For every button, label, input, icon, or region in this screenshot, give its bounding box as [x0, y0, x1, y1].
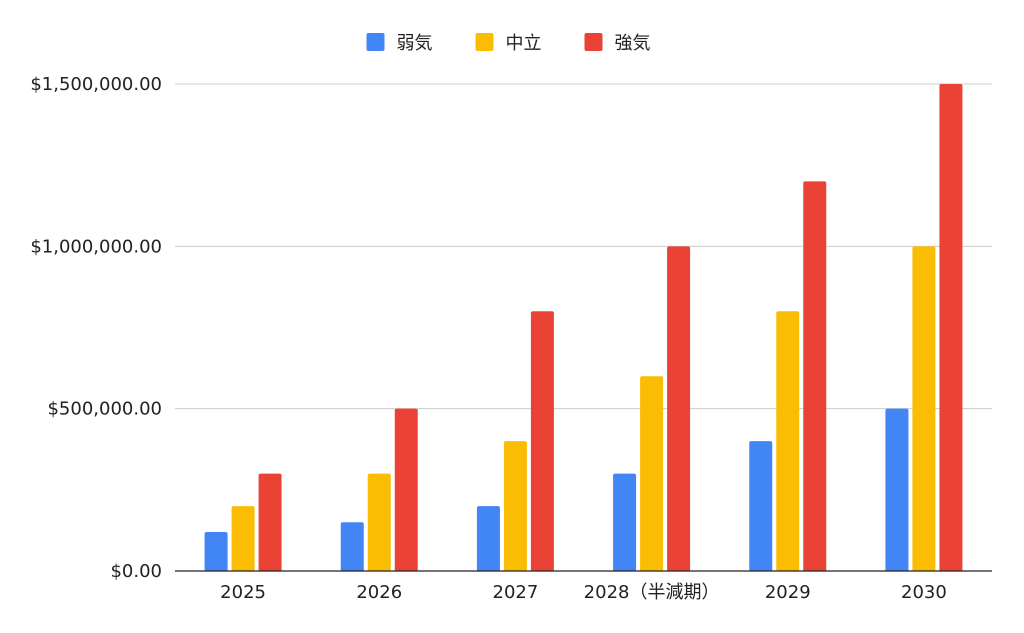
bar-neutral-3 — [640, 376, 664, 571]
bar-bull-2 — [530, 311, 554, 571]
x-tick-label: 2026 — [356, 582, 402, 603]
x-tick-label: 2029 — [765, 582, 811, 603]
y-tick-label: $0.00 — [110, 561, 162, 582]
axes: $0.00 $500,000.00 $1,000,000.00 $1,500,000.… — [30, 74, 992, 603]
legend-label: 強気 — [615, 33, 651, 54]
y-tick-label: $1,000,000.00 — [30, 236, 162, 257]
x-tick-label: 2027 — [493, 582, 539, 603]
y-tick-label: $500,000.00 — [47, 399, 162, 420]
bar-neutral-0 — [231, 506, 255, 571]
bar-bull-4 — [803, 181, 827, 571]
bar-bull-1 — [394, 408, 418, 571]
legend-swatch — [584, 33, 603, 51]
bar-neutral-1 — [367, 473, 391, 571]
bar-bear-5 — [885, 408, 909, 571]
x-tick-label: 2025 — [220, 582, 266, 603]
x-tick-label: 2028（半減期） — [584, 582, 720, 603]
bar-bull-5 — [939, 84, 963, 571]
bar-bear-0 — [204, 532, 228, 571]
bar-bull-3 — [667, 246, 691, 572]
legend-label: 中立 — [506, 33, 542, 54]
x-tick-label: 2030 — [901, 582, 947, 603]
bar-neutral-4 — [776, 311, 800, 571]
bar-bear-3 — [613, 473, 637, 571]
bar-neutral-2 — [503, 441, 527, 571]
legend-swatch — [475, 33, 494, 51]
bar-bull-0 — [258, 473, 282, 571]
legend: 弱気 中立 強気 — [366, 33, 651, 54]
bar-bear-4 — [749, 441, 773, 571]
bar-bear-1 — [340, 522, 364, 571]
gridlines — [175, 83, 992, 410]
legend-label: 弱気 — [397, 33, 433, 54]
bar-neutral-5 — [912, 246, 936, 572]
bar-bear-2 — [476, 506, 500, 571]
y-tick-label: $1,500,000.00 — [30, 74, 162, 95]
bars — [204, 84, 963, 572]
legend-swatch — [366, 33, 385, 51]
